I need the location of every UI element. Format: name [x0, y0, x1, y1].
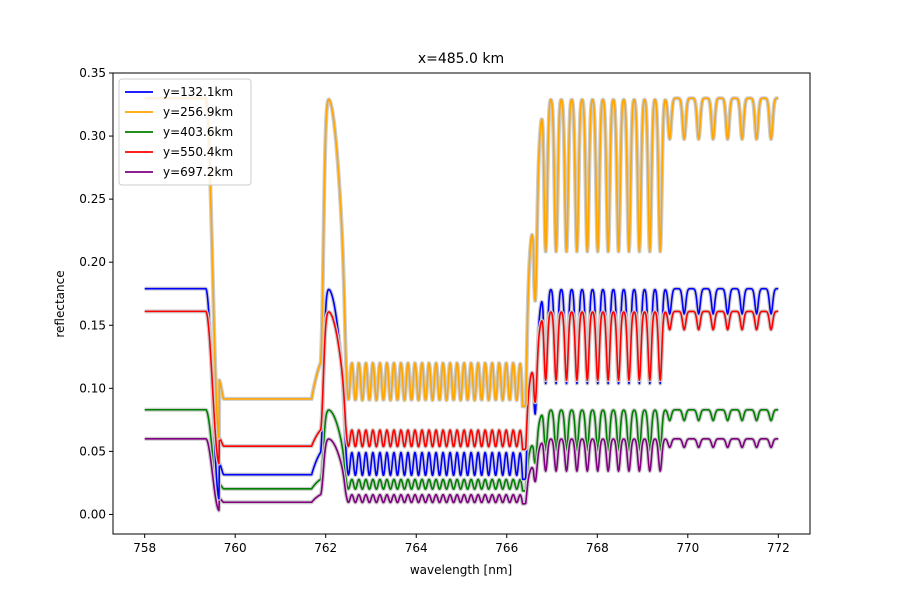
y-tick-label: 0.05: [79, 444, 106, 458]
y-axis-label: reflectance: [53, 270, 67, 337]
x-tick-label: 760: [224, 541, 247, 555]
y-tick-label: 0.20: [79, 255, 106, 269]
series-layer: [143, 96, 780, 513]
legend-entry: y=697.2km: [163, 165, 233, 179]
series-line: [144, 97, 779, 439]
x-axis-label: wavelength [nm]: [410, 563, 512, 577]
series-line: [144, 437, 779, 512]
series-line: [144, 310, 779, 465]
legend-entry: y=403.6km: [163, 125, 233, 139]
x-tick-label: 772: [767, 541, 790, 555]
legend-entry: y=550.4km: [163, 145, 233, 159]
y-tick-label: 0.00: [79, 507, 106, 521]
legend-box: [118, 78, 252, 186]
legend-entry: y=132.1km: [163, 85, 233, 99]
x-tick-label: 766: [495, 541, 518, 555]
y-axis: 0.00 0.05 0.10 0.15 0.20 0.25 0.30 0.35: [79, 66, 113, 521]
x-tick-label: 758: [133, 541, 156, 555]
x-tick-label: 770: [676, 541, 699, 555]
x-tick-label: 768: [586, 541, 609, 555]
series-line: [144, 287, 779, 500]
legend: y=132.1km y=256.9km y=403.6km y=550.4km y=69…: [118, 78, 252, 186]
legend-entry: y=256.9km: [163, 105, 233, 119]
series-line: [144, 408, 779, 500]
x-tick-label: 764: [405, 541, 428, 555]
y-tick-label: 0.30: [79, 129, 106, 143]
x-tick-label: 762: [314, 541, 337, 555]
x-axis: 758 760 762 764 766 768 770 772: [133, 534, 790, 555]
chart-title: x=485.0 km: [418, 51, 504, 67]
plot-frame: [112, 72, 811, 535]
y-tick-label: 0.35: [79, 66, 106, 80]
y-tick-label: 0.10: [79, 381, 106, 395]
y-tick-label: 0.15: [79, 318, 106, 332]
y-tick-label: 0.25: [79, 192, 106, 206]
